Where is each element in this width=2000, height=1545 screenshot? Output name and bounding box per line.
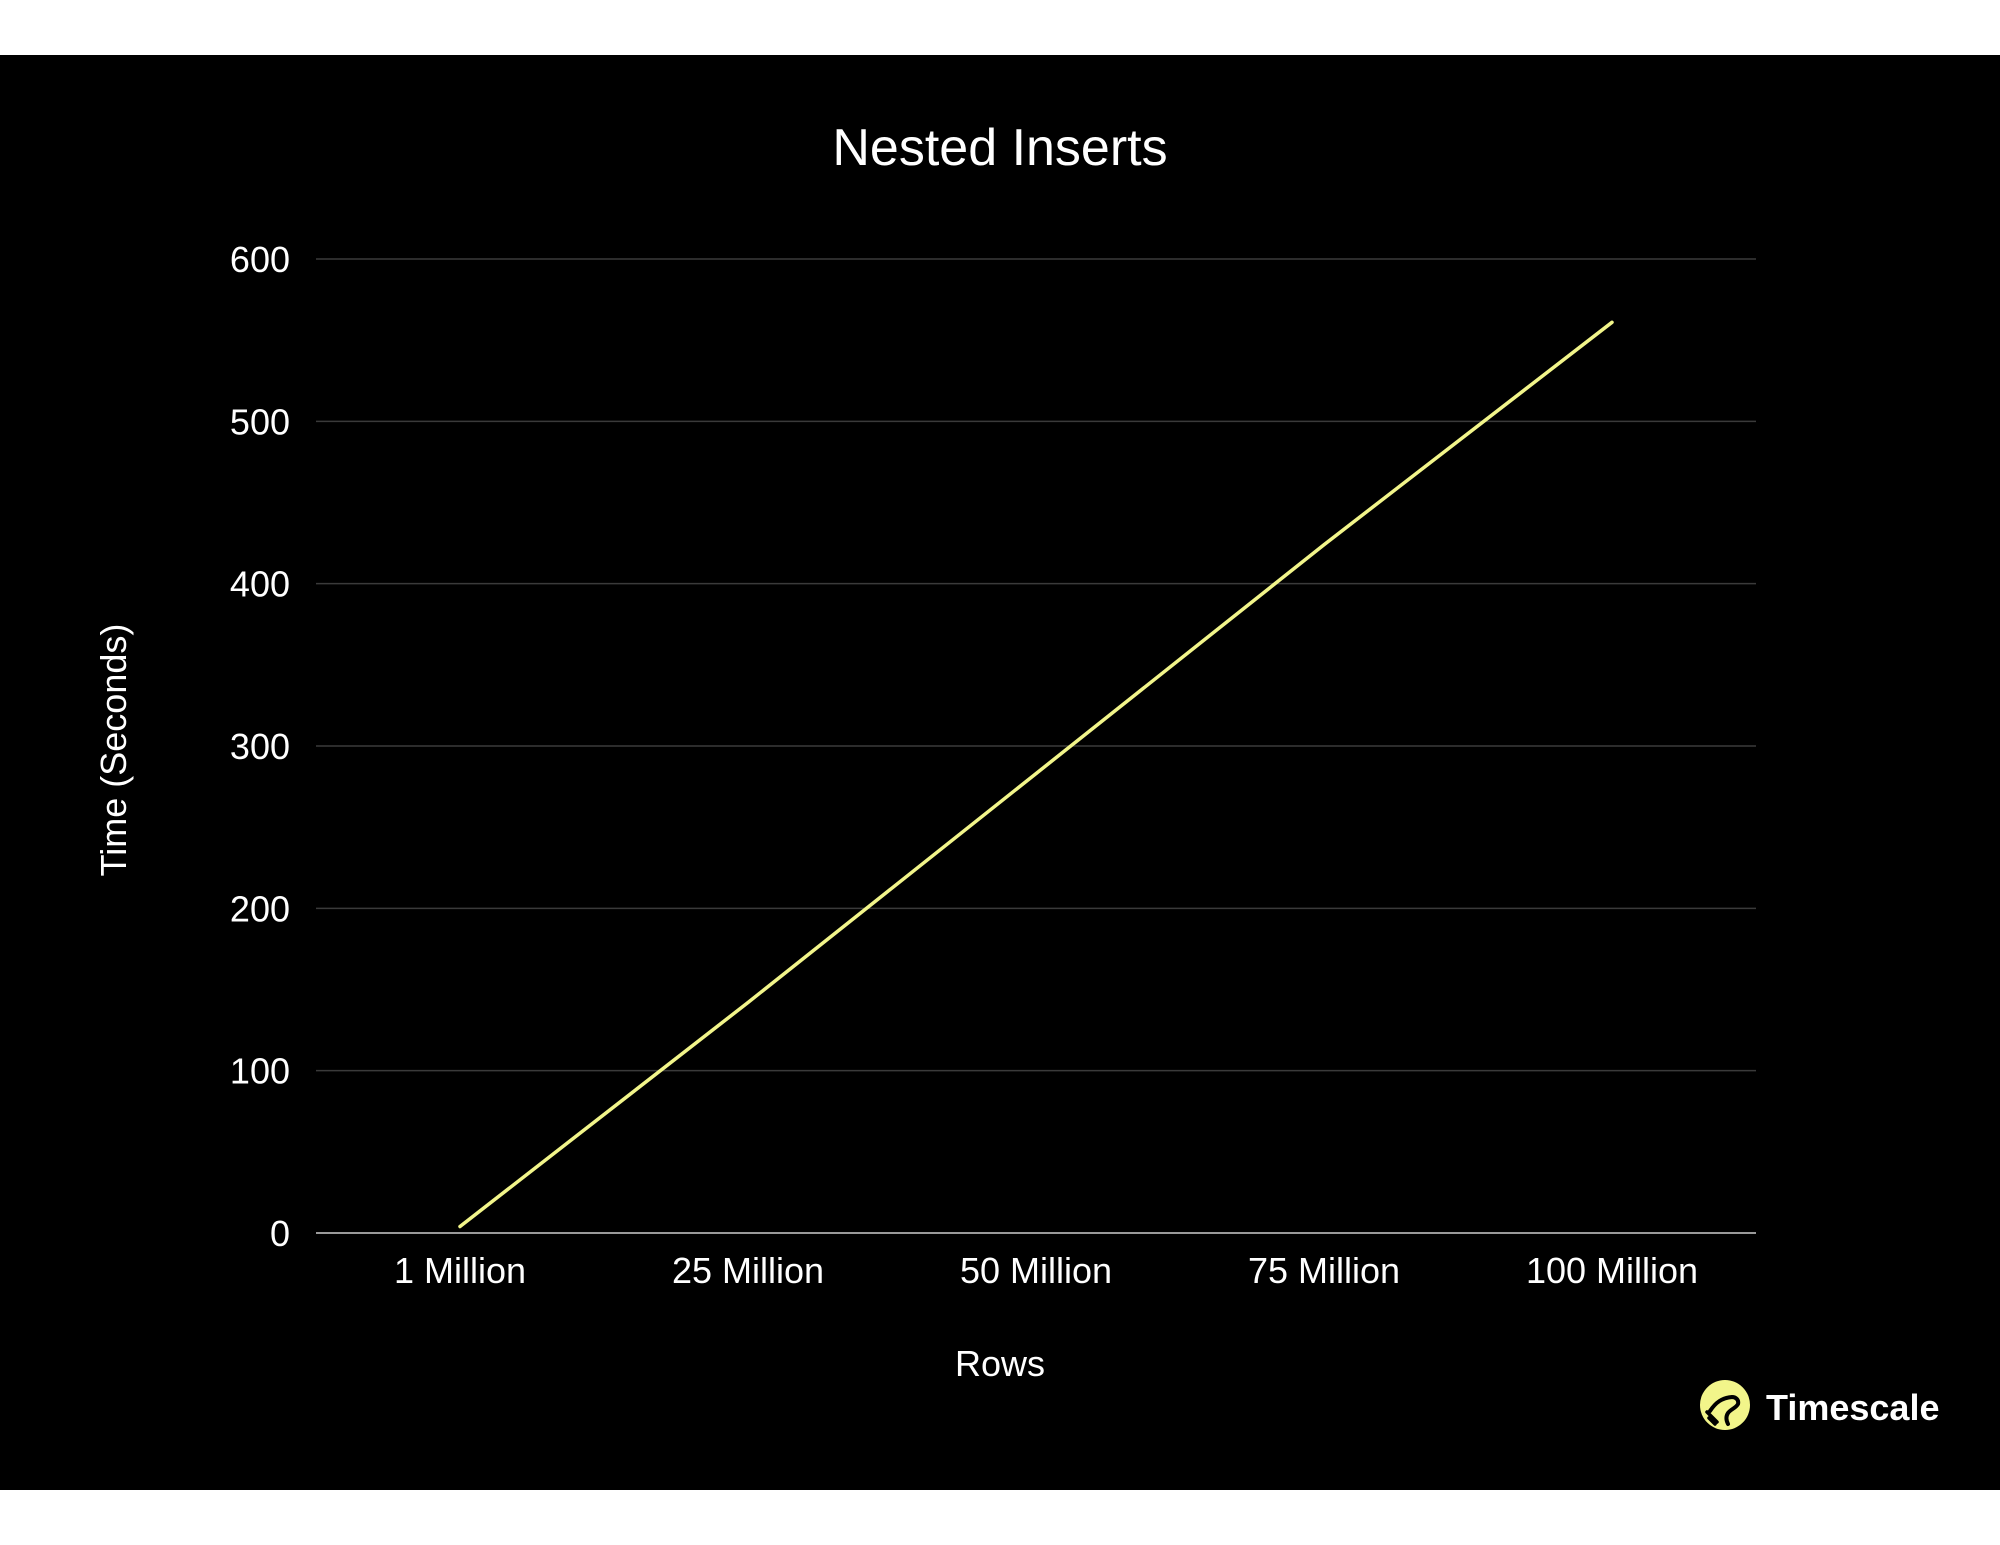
x-tick-label: 100 Million (1526, 1250, 1698, 1291)
y-tick-label: 300 (230, 726, 290, 767)
data-point (747, 1001, 750, 1004)
data-point (1323, 543, 1326, 546)
data-point (1035, 772, 1038, 775)
y-tick-label: 100 (230, 1051, 290, 1092)
chart-title: Nested Inserts (832, 119, 1167, 177)
y-tick-label: 400 (230, 564, 290, 605)
data-point (1611, 321, 1614, 324)
timescale-logo-icon (1698, 1378, 1752, 1437)
y-tick-label: 600 (230, 239, 290, 280)
y-axis-label: Time (Seconds) (93, 624, 134, 877)
x-tick-label: 75 Million (1248, 1250, 1400, 1291)
data-point (459, 1225, 462, 1228)
timescale-logo: Timescale (1698, 1378, 1939, 1437)
gridlines (316, 259, 1756, 1233)
x-tick-label: 1 Million (394, 1250, 526, 1291)
y-tick-label: 0 (270, 1213, 290, 1254)
y-tick-label: 500 (230, 401, 290, 442)
x-axis-ticks: 1 Million 25 Million 50 Million 75 Million 1… (394, 1250, 1698, 1291)
x-tick-label: 25 Million (672, 1250, 824, 1291)
series-layer (459, 321, 1614, 1228)
y-axis-ticks: 0 100 200 300 400 500 600 (230, 239, 290, 1254)
x-axis-label: Rows (955, 1343, 1045, 1384)
y-tick-label: 200 (230, 888, 290, 929)
brand-name: Timescale (1766, 1387, 1939, 1429)
x-tick-label: 50 Million (960, 1250, 1112, 1291)
